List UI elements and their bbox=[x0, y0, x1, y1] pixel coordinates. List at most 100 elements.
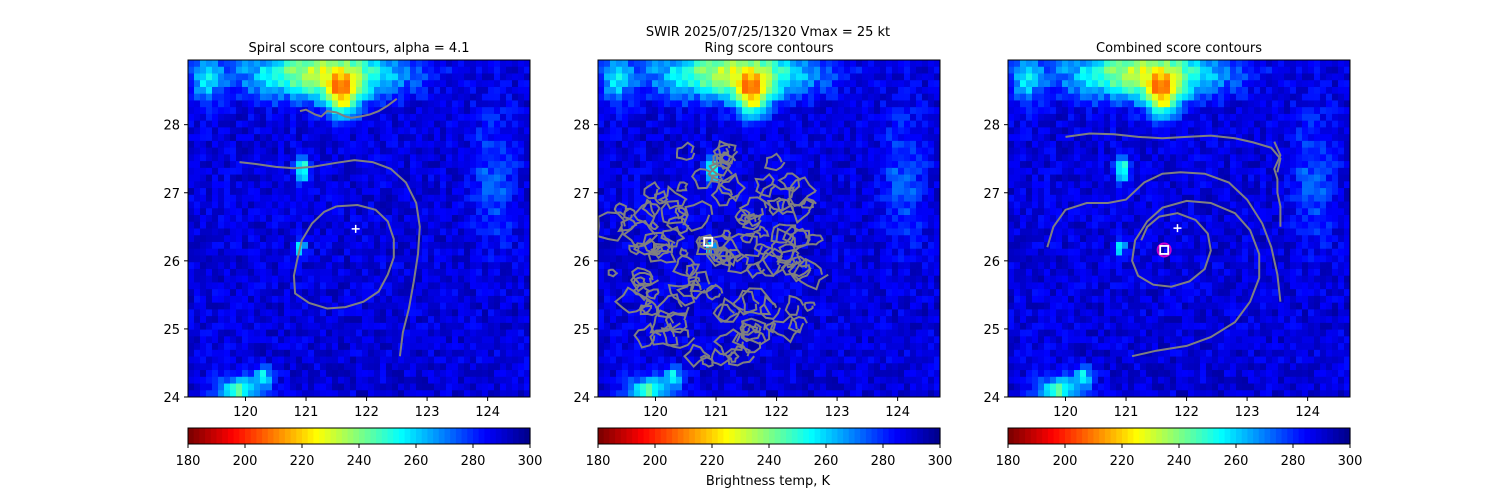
heatmap-cell bbox=[350, 215, 357, 223]
heatmap-cell bbox=[760, 316, 767, 324]
heatmap-cell bbox=[314, 235, 321, 243]
heatmap-cell bbox=[278, 66, 285, 75]
heatmap-cell bbox=[658, 370, 665, 378]
heatmap-cell bbox=[622, 235, 629, 243]
heatmap-cell bbox=[446, 241, 453, 250]
heatmap-cell bbox=[284, 295, 291, 304]
heatmap-cell bbox=[778, 235, 785, 243]
heatmap-cell bbox=[410, 140, 417, 149]
heatmap-cell bbox=[494, 336, 501, 344]
heatmap-cell bbox=[392, 228, 399, 236]
heatmap-cell bbox=[356, 188, 363, 196]
heatmap-cell bbox=[236, 262, 243, 270]
heatmap-cell bbox=[706, 390, 713, 397]
heatmap-cell bbox=[266, 174, 273, 182]
heatmap-cell bbox=[302, 343, 309, 351]
heatmap-cell bbox=[512, 309, 519, 317]
heatmap-cell bbox=[658, 147, 665, 155]
heatmap-cell bbox=[374, 302, 381, 310]
heatmap-cell bbox=[676, 194, 683, 203]
heatmap-cell bbox=[446, 370, 453, 378]
heatmap-cell bbox=[188, 208, 195, 216]
heatmap-cell bbox=[820, 383, 827, 391]
heatmap-cell bbox=[760, 221, 767, 230]
heatmap-cell bbox=[512, 329, 519, 337]
heatmap-cell bbox=[440, 329, 447, 337]
heatmap-cell bbox=[796, 154, 803, 162]
heatmap-cell bbox=[760, 86, 767, 95]
heatmap-cell bbox=[664, 228, 671, 236]
heatmap-cell bbox=[218, 127, 225, 135]
heatmap-cell bbox=[380, 255, 387, 263]
heatmap-cell bbox=[200, 107, 207, 115]
heatmap-cell bbox=[446, 93, 453, 102]
heatmap-cell bbox=[790, 174, 797, 182]
heatmap-cell bbox=[814, 113, 821, 122]
heatmap-cell bbox=[634, 140, 641, 149]
heatmap-cell bbox=[482, 275, 489, 284]
heatmap-cell bbox=[398, 167, 405, 176]
heatmap-cell bbox=[700, 363, 707, 371]
heatmap-cell bbox=[230, 167, 237, 176]
heatmap-cell bbox=[188, 120, 195, 128]
heatmap-cell bbox=[392, 309, 399, 317]
heatmap-cell bbox=[272, 140, 279, 149]
heatmap-cell bbox=[380, 181, 387, 189]
heatmap-cell bbox=[386, 93, 393, 102]
heatmap-cell bbox=[194, 60, 201, 68]
heatmap-cell bbox=[790, 322, 797, 331]
heatmap-cell bbox=[610, 194, 617, 203]
heatmap-cell bbox=[314, 262, 321, 270]
heatmap-cell bbox=[296, 127, 303, 135]
heatmap-cell bbox=[652, 295, 659, 304]
heatmap-cell bbox=[488, 66, 495, 75]
heatmap-cell bbox=[482, 147, 489, 155]
heatmap-cell bbox=[344, 174, 351, 182]
heatmap-cell bbox=[706, 113, 713, 122]
heatmap-cell bbox=[188, 215, 195, 223]
heatmap-cell bbox=[694, 188, 701, 196]
colorbar-segment bbox=[347, 428, 354, 444]
heatmap-cell bbox=[314, 228, 321, 236]
y-tick-label: 26 bbox=[163, 255, 180, 270]
heatmap-cell bbox=[512, 282, 519, 290]
heatmap-cell bbox=[284, 201, 291, 209]
heatmap-cell bbox=[700, 194, 707, 203]
heatmap-cell bbox=[736, 390, 743, 397]
heatmap-cell bbox=[838, 201, 845, 209]
heatmap-cell bbox=[260, 208, 267, 216]
heatmap-cell bbox=[464, 363, 471, 371]
heatmap-cell bbox=[350, 241, 357, 250]
heatmap-cell bbox=[760, 228, 767, 236]
heatmap-cell bbox=[676, 316, 683, 324]
heatmap-cell bbox=[356, 282, 363, 290]
heatmap-cell bbox=[362, 86, 369, 95]
heatmap-cell bbox=[224, 127, 231, 135]
heatmap-cell bbox=[242, 174, 249, 182]
heatmap-cell bbox=[724, 86, 731, 95]
heatmap-cell bbox=[694, 161, 701, 169]
heatmap-cell bbox=[392, 356, 399, 364]
heatmap-cell bbox=[278, 235, 285, 243]
heatmap-cell bbox=[476, 60, 483, 68]
heatmap-cell bbox=[706, 336, 713, 344]
heatmap-cell bbox=[760, 282, 767, 290]
heatmap-cell bbox=[500, 390, 507, 397]
heatmap-cell bbox=[796, 349, 803, 358]
heatmap-cell bbox=[284, 221, 291, 230]
heatmap-cell bbox=[404, 390, 411, 397]
heatmap-cell bbox=[598, 194, 605, 203]
heatmap-cell bbox=[760, 349, 767, 358]
heatmap-cell bbox=[736, 228, 743, 236]
heatmap-cell bbox=[628, 336, 635, 344]
heatmap-cell bbox=[778, 93, 785, 102]
heatmap-cell bbox=[778, 370, 785, 378]
heatmap-cell bbox=[338, 215, 345, 223]
heatmap-cell bbox=[266, 86, 273, 95]
heatmap-cell bbox=[416, 208, 423, 216]
heatmap-cell bbox=[832, 127, 839, 135]
heatmap-cell bbox=[700, 100, 707, 108]
heatmap-cell bbox=[320, 316, 327, 324]
heatmap-cell bbox=[832, 66, 839, 75]
heatmap-cell bbox=[730, 390, 737, 397]
